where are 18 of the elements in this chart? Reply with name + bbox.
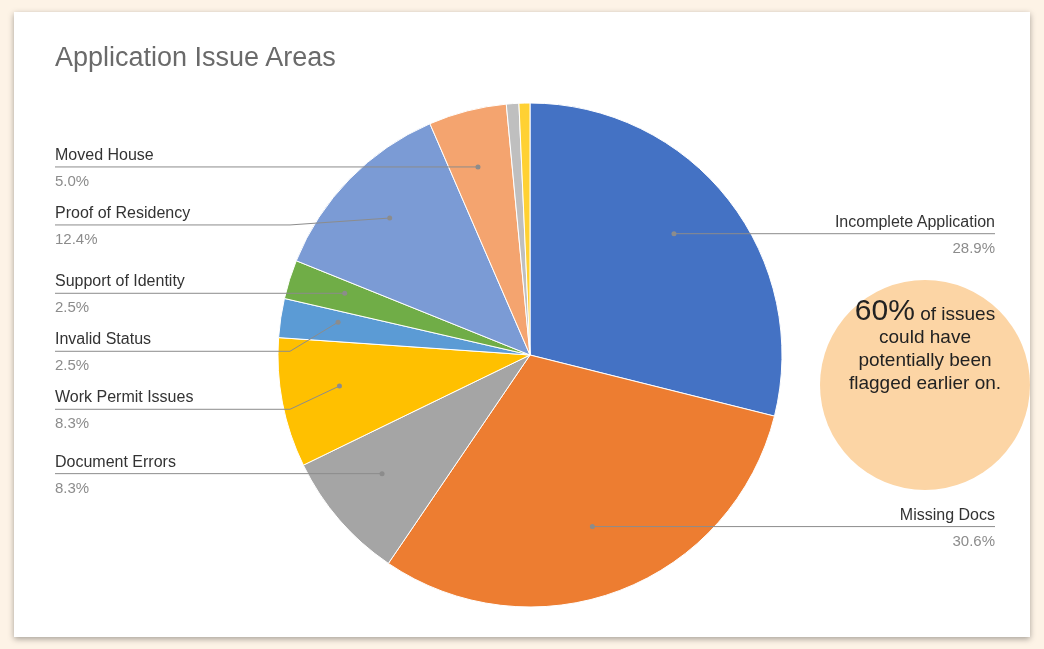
- slice-label: Moved House: [55, 145, 154, 163]
- slice-label: Proof of Residency: [55, 203, 191, 221]
- slice-label: Work Permit Issues: [55, 388, 194, 406]
- data-label: 8.3%: [55, 478, 90, 496]
- data-label: 8.3%: [55, 414, 90, 432]
- slice-label: Invalid Status: [55, 330, 152, 348]
- data-label: 2.5%: [55, 298, 90, 316]
- chart-title: Application Issue Areas: [55, 42, 336, 73]
- text: 60% of issues could have potentially been flagged earlier on.: [847, 293, 1003, 394]
- slice-label: Document Errors: [55, 452, 176, 470]
- data-label: 28.9%: [952, 238, 995, 256]
- data-label: 5.0%: [55, 171, 90, 189]
- slice-label: Support of Identity: [55, 272, 185, 290]
- slice-label: Incomplete Application: [834, 212, 995, 230]
- data-label: 12.4%: [55, 229, 98, 247]
- data-label: 30.6%: [952, 531, 995, 549]
- slice-label: Missing Docs: [899, 505, 995, 523]
- data-label: 2.5%: [55, 356, 90, 374]
